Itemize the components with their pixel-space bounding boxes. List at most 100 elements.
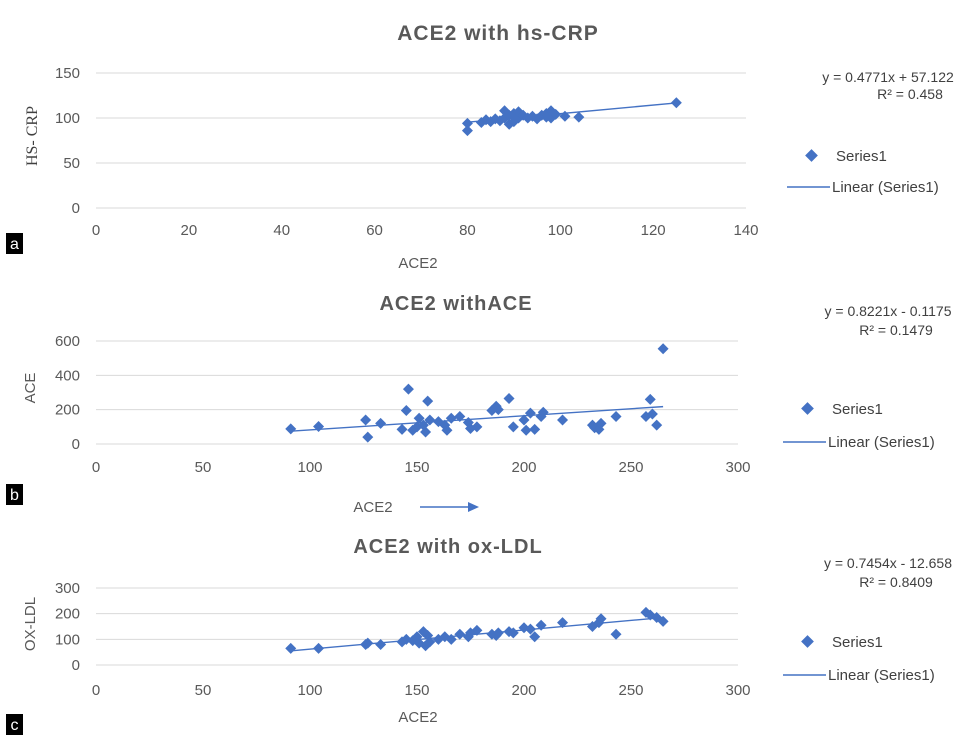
x-tick-label: 100 bbox=[548, 222, 573, 239]
x-tick-label: 120 bbox=[641, 222, 666, 239]
legend-series-label: Series1 bbox=[832, 401, 883, 418]
data-point bbox=[507, 421, 519, 433]
y-tick-label: 0 bbox=[72, 436, 80, 453]
arrow-icon bbox=[420, 502, 479, 512]
y-tick-labels: 0 50 100 150 bbox=[55, 65, 80, 217]
data-point bbox=[400, 405, 412, 417]
x-tick-label: 150 bbox=[404, 459, 429, 476]
x-tick-label: 200 bbox=[511, 682, 536, 699]
data-point bbox=[313, 642, 325, 654]
data-point bbox=[646, 408, 658, 420]
x-tick-label: 100 bbox=[297, 682, 322, 699]
gridlines bbox=[96, 587, 738, 666]
series-points bbox=[285, 343, 669, 443]
panel-tag: a bbox=[10, 236, 19, 253]
data-point bbox=[657, 615, 669, 627]
data-point bbox=[503, 626, 515, 638]
x-tick-label: 200 bbox=[511, 459, 536, 476]
trend-r-squared: R² = 0.1479 bbox=[859, 322, 933, 338]
x-axis-label: ACE2 bbox=[398, 255, 437, 272]
x-tick-label: 300 bbox=[725, 459, 750, 476]
x-tick-label: 250 bbox=[618, 459, 643, 476]
data-point bbox=[461, 125, 473, 137]
data-point bbox=[524, 407, 536, 419]
legend-trend-label: Linear (Series1) bbox=[828, 434, 935, 451]
series-points bbox=[285, 606, 669, 654]
x-tick-label: 50 bbox=[195, 682, 212, 699]
x-tick-label: 60 bbox=[366, 222, 383, 239]
data-point bbox=[441, 424, 453, 436]
legend-marker bbox=[801, 635, 814, 648]
panel-c: ACE2 with ox-LDL 0 100 200 300 0 50 100 150 200… bbox=[6, 536, 952, 735]
data-point bbox=[492, 404, 504, 416]
y-tick-label: 400 bbox=[55, 367, 80, 384]
data-point bbox=[375, 638, 387, 650]
x-tick-label: 250 bbox=[618, 682, 643, 699]
legend-trend-label: Linear (Series1) bbox=[828, 667, 935, 684]
y-tick-label: 0 bbox=[72, 200, 80, 217]
data-point bbox=[557, 414, 569, 426]
chart-title: ACE2 with hs-CRP bbox=[397, 22, 599, 45]
x-tick-label: 300 bbox=[725, 682, 750, 699]
data-point bbox=[595, 613, 607, 625]
x-tick-label: 50 bbox=[195, 459, 212, 476]
data-point bbox=[471, 624, 483, 636]
data-point bbox=[285, 642, 297, 654]
panel-tag-bg bbox=[6, 233, 23, 254]
data-point bbox=[422, 395, 434, 407]
gridlines bbox=[96, 340, 738, 445]
data-point bbox=[454, 628, 466, 640]
y-tick-label: 200 bbox=[55, 402, 80, 419]
data-point bbox=[537, 406, 549, 418]
panel-a: ACE2 with hs-CRP 0 50 100 150 0 20 40 60 80 100 1… bbox=[6, 22, 954, 272]
y-axis-label: ACE bbox=[22, 373, 39, 404]
data-point bbox=[362, 637, 374, 649]
data-point bbox=[285, 423, 297, 435]
x-tick-labels: 0 20 40 60 80 100 120 140 bbox=[92, 222, 759, 239]
y-tick-labels: 0 100 200 300 bbox=[55, 580, 80, 674]
data-point bbox=[396, 423, 408, 435]
data-point bbox=[557, 617, 569, 629]
data-point bbox=[413, 412, 425, 424]
y-axis-label: HS- CRP bbox=[24, 106, 41, 166]
y-tick-label: 150 bbox=[55, 65, 80, 82]
y-tick-label: 600 bbox=[55, 333, 80, 350]
data-point bbox=[503, 393, 515, 405]
x-tick-label: 0 bbox=[92, 459, 100, 476]
data-point bbox=[360, 414, 372, 426]
x-tick-labels: 0 50 100 150 200 250 300 bbox=[92, 459, 751, 476]
data-point bbox=[520, 424, 532, 436]
panel-tag: b bbox=[10, 487, 19, 504]
trendline-group bbox=[288, 405, 664, 433]
trend-equation: y = 0.4771x + 57.122 bbox=[822, 69, 954, 85]
y-tick-label: 100 bbox=[55, 631, 80, 648]
data-point bbox=[420, 426, 432, 438]
data-point bbox=[362, 431, 374, 443]
y-tick-label: 0 bbox=[72, 657, 80, 674]
trend-r-squared: R² = 0.458 bbox=[877, 86, 943, 102]
legend-trend-label: Linear (Series1) bbox=[832, 179, 939, 196]
data-point bbox=[375, 417, 387, 429]
data-point bbox=[518, 414, 530, 426]
data-point bbox=[573, 111, 585, 123]
y-tick-label: 100 bbox=[55, 110, 80, 127]
panel-tag-bg bbox=[6, 484, 23, 505]
x-axis-label: ACE2 bbox=[398, 709, 437, 726]
x-tick-label: 0 bbox=[92, 222, 100, 239]
x-tick-label: 20 bbox=[181, 222, 198, 239]
data-point bbox=[492, 627, 504, 639]
x-tick-label: 40 bbox=[273, 222, 290, 239]
trend-equation: y = 0.7454x - 12.658 bbox=[824, 555, 952, 571]
panel-tag: c bbox=[11, 717, 19, 734]
data-point bbox=[507, 627, 519, 639]
legend-marker bbox=[801, 402, 814, 415]
data-point bbox=[644, 393, 656, 405]
x-tick-label: 150 bbox=[404, 682, 429, 699]
y-axis-label: OX-LDL bbox=[22, 597, 39, 651]
data-point bbox=[524, 623, 536, 635]
trend-equation: y = 0.8221x - 0.1175 bbox=[825, 303, 952, 319]
data-point bbox=[595, 417, 607, 429]
data-point bbox=[559, 110, 571, 122]
y-tick-labels: 0 200 400 600 bbox=[55, 333, 80, 453]
data-point bbox=[610, 628, 622, 640]
